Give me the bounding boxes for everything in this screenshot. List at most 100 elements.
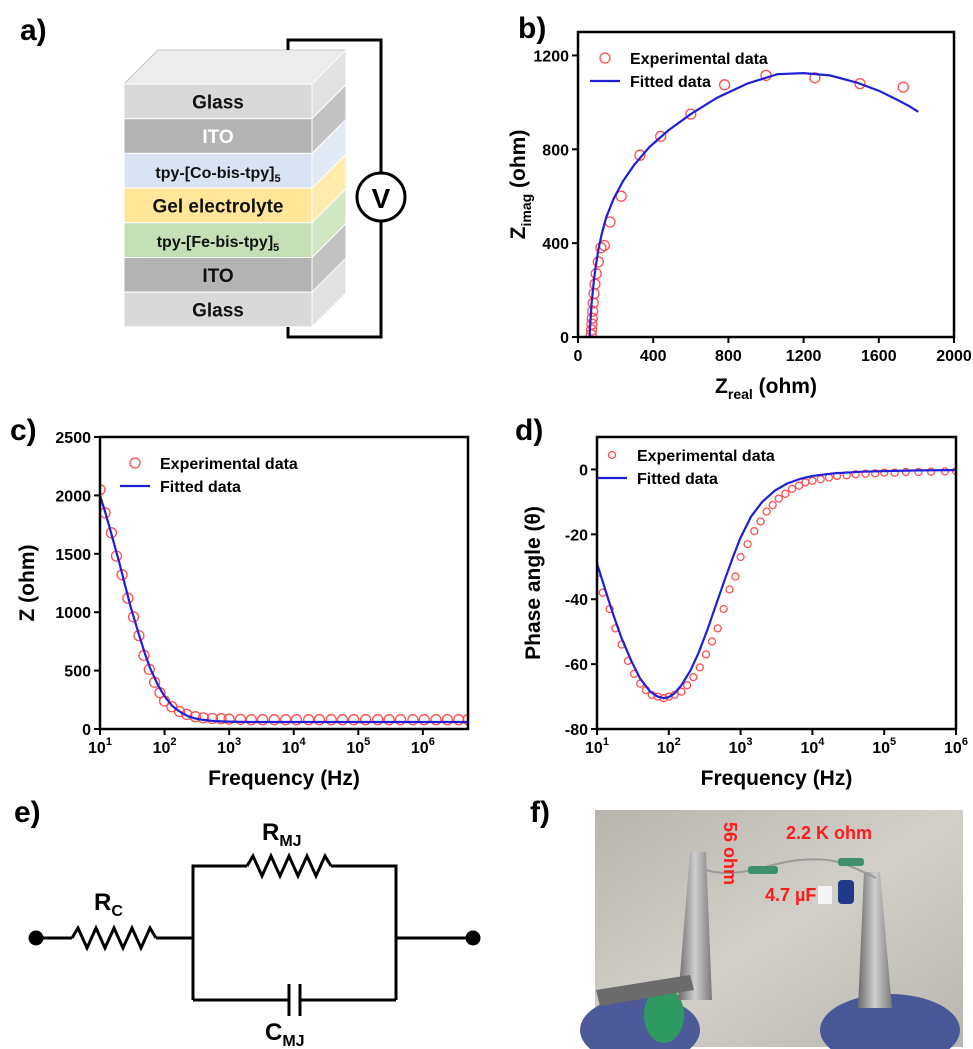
green-clip — [644, 987, 684, 1043]
resistor-rc-icon — [70, 924, 158, 952]
legend-label: Experimental data — [160, 456, 298, 473]
data-point — [453, 714, 465, 726]
voltmeter-label: V — [372, 183, 391, 214]
x-tick-label: 400 — [640, 348, 667, 365]
data-point — [794, 481, 804, 490]
data-point — [677, 687, 686, 696]
y-tick-label: 400 — [542, 236, 569, 253]
resistor-rmj-icon — [245, 852, 333, 880]
legend-swatch-marker — [129, 457, 141, 469]
panel-d-label: d) — [515, 414, 543, 447]
y-axis-label: Phase angle (θ) — [522, 506, 545, 660]
data-point — [206, 712, 219, 725]
stack-top-face — [122, 49, 348, 85]
data-point — [234, 713, 247, 726]
y-tick-label: 1000 — [55, 605, 91, 622]
data-point — [801, 478, 810, 487]
layer-label: tpy-[Co-bis-tpy]5 — [155, 165, 280, 185]
annotation-2k2-ohm: 2.2 K ohm — [786, 823, 872, 843]
layer-label: tpy-[Fe-bis-tpy]5 — [157, 234, 280, 254]
x-tick-label: 104 — [282, 736, 307, 757]
y-tick-label: 800 — [542, 142, 569, 159]
x-tick-label: 101 — [88, 736, 112, 757]
data-point — [302, 714, 315, 726]
x-tick-label: 101 — [585, 736, 609, 757]
data-point — [914, 467, 923, 477]
data-point — [685, 108, 697, 120]
data-point — [586, 318, 598, 330]
data-point — [808, 476, 817, 485]
data-point — [762, 507, 771, 516]
x-tick-label: 102 — [657, 736, 681, 757]
legend-label: Fitted data — [637, 471, 718, 488]
circuit-wire-bottom — [286, 222, 383, 339]
y-tick-label: 0 — [560, 330, 569, 347]
fitted-line — [588, 71, 919, 337]
y-tick-label: 0 — [579, 462, 588, 479]
x-tick-label: 105 — [346, 736, 370, 757]
data-point — [718, 79, 731, 91]
data-point — [280, 714, 292, 726]
x-tick-label: 1200 — [786, 348, 822, 365]
data-point — [731, 572, 740, 581]
data-point — [268, 714, 280, 726]
data-point — [851, 470, 860, 479]
wire — [331, 864, 398, 1000]
layer-front-face — [123, 152, 313, 189]
plot-frame — [98, 435, 470, 731]
data-point — [587, 305, 599, 317]
circuit-photo: 56 ohm 2.2 K ohm 4.7 µF — [580, 810, 963, 1049]
data-point — [940, 467, 950, 476]
x-tick-label: 0 — [574, 348, 583, 365]
device-stack-diagram: Glass ITO tpy-[Co-bis-tpy]5 Gel electrolyte… — [122, 38, 407, 339]
fitted-line — [100, 495, 468, 724]
circuit-wire-top — [286, 38, 383, 172]
data-point — [394, 714, 407, 726]
data-point — [407, 714, 419, 726]
data-point — [768, 500, 777, 510]
layer-front-face — [123, 257, 313, 293]
data-point — [816, 475, 825, 484]
data-point — [181, 708, 193, 721]
layer-front-face — [123, 291, 313, 328]
data-point — [223, 713, 235, 725]
data-point — [774, 494, 783, 503]
data-point — [462, 714, 468, 726]
layer-label: Glass — [192, 301, 244, 322]
data-point — [290, 714, 303, 726]
data-point — [701, 650, 711, 659]
legend-label: Experimental data — [630, 51, 768, 68]
paper-tag — [818, 886, 832, 904]
x-tick-label: 104 — [800, 736, 825, 757]
y-axis-label: Zimag (ohm) — [507, 130, 534, 240]
data-point — [750, 526, 759, 536]
y-tick-label: 2500 — [55, 430, 91, 447]
layer-label: Gel electrolyte — [153, 196, 284, 217]
layer-label: ITO — [202, 127, 233, 148]
voltmeter-icon — [355, 171, 407, 223]
y-tick-label: 1500 — [55, 547, 91, 564]
wire — [191, 864, 247, 1000]
plot-frame — [576, 30, 956, 339]
clip-handle-left — [596, 975, 694, 1006]
data-point — [743, 539, 752, 549]
x-tick-label: 103 — [217, 736, 241, 757]
panel-e-label: e) — [14, 796, 41, 829]
layer-label: Glass — [192, 92, 244, 113]
data-point — [809, 72, 821, 84]
data-point — [655, 130, 667, 143]
legend-swatch-marker — [607, 450, 617, 460]
data-point — [359, 714, 372, 726]
data-point — [689, 672, 698, 682]
data-point — [890, 468, 899, 477]
data-point — [871, 469, 880, 478]
resistor-2k2-icon — [838, 858, 864, 866]
data-point — [736, 552, 745, 562]
y-tick-label: 1200 — [533, 48, 569, 65]
data-point — [756, 517, 765, 526]
data-point — [313, 714, 326, 726]
legend-label: Experimental data — [637, 448, 775, 465]
layer-front-face — [123, 187, 313, 224]
data-point — [127, 611, 140, 623]
